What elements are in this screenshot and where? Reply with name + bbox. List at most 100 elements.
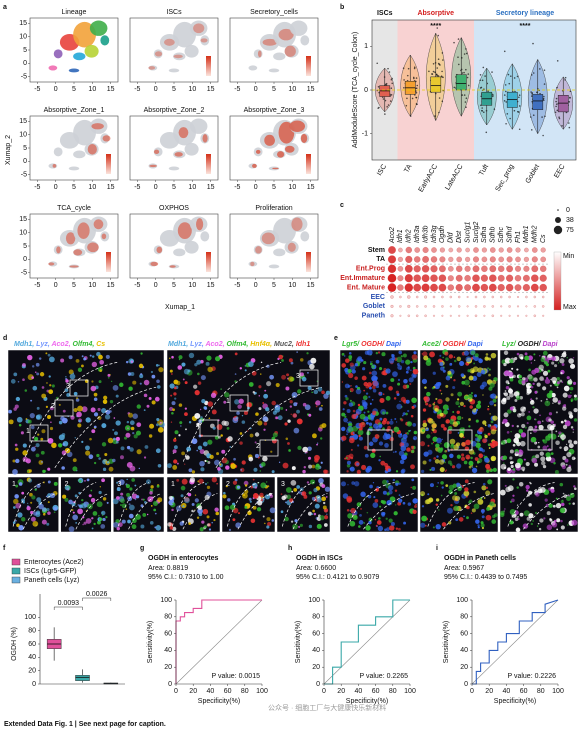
- signal: [510, 464, 514, 469]
- jitter-dot: [437, 34, 440, 37]
- signal: [398, 498, 403, 503]
- signal: [517, 449, 524, 456]
- dot: [455, 284, 463, 292]
- signal: [86, 478, 90, 482]
- dot: [531, 274, 539, 282]
- signal: [343, 401, 347, 405]
- signal: [524, 352, 528, 356]
- signal: [277, 415, 283, 421]
- signal: [365, 392, 369, 395]
- signal: [372, 385, 376, 390]
- jitter-dot: [479, 74, 482, 76]
- signal: [473, 362, 476, 365]
- signal: [534, 462, 539, 467]
- signal: [528, 368, 531, 372]
- signal: [482, 420, 487, 425]
- dot: [473, 256, 479, 263]
- signal: [465, 356, 472, 363]
- cell-cluster: [289, 216, 308, 232]
- signal: [375, 487, 379, 492]
- signal: [150, 485, 154, 489]
- signal: [319, 424, 324, 429]
- jitter-dot: [415, 91, 418, 94]
- signal: [248, 382, 254, 387]
- score-overlay: [169, 265, 176, 268]
- signal: [225, 485, 228, 488]
- stain-name: Lgr5/: [342, 341, 361, 348]
- x-tick-label: 0: [470, 688, 474, 695]
- signal: [346, 433, 348, 436]
- signal: [115, 440, 119, 444]
- signal: [112, 428, 115, 431]
- signal: [435, 498, 440, 502]
- row-label: Ent. Mature: [347, 284, 385, 291]
- signal: [239, 367, 243, 370]
- signal: [539, 354, 541, 357]
- signal: [501, 422, 504, 424]
- dot: [465, 247, 470, 253]
- signal: [93, 522, 96, 526]
- signal: [146, 513, 149, 516]
- signal: [573, 418, 578, 422]
- x-tick-label: 0: [54, 184, 58, 191]
- signal: [484, 433, 486, 436]
- signal: [311, 513, 314, 516]
- signal: [534, 511, 538, 515]
- signal: [493, 513, 498, 517]
- signal: [410, 360, 413, 364]
- signal: [463, 460, 468, 465]
- signal: [155, 525, 162, 531]
- dot: [491, 295, 494, 299]
- signal: [467, 398, 470, 401]
- x-tick-label: 20: [485, 688, 493, 695]
- x-tick-label: 0: [254, 86, 258, 93]
- signal: [316, 523, 322, 529]
- y-tick-label: 80: [460, 614, 468, 621]
- inset-number: 1: [26, 428, 30, 435]
- cell-cluster: [284, 240, 299, 254]
- signal: [297, 389, 302, 394]
- signal: [351, 481, 355, 485]
- signal: [441, 438, 443, 441]
- p-value: P value: 0.2226: [507, 673, 556, 680]
- signal: [392, 451, 395, 454]
- cell-cluster: [153, 49, 163, 59]
- jitter-dot: [518, 128, 521, 131]
- gene-label: Dlst: [456, 230, 463, 243]
- cell-cluster: [289, 20, 308, 36]
- signal: [206, 355, 212, 361]
- jitter-dot: [564, 76, 567, 79]
- signal: [560, 519, 563, 523]
- dot: [422, 256, 429, 263]
- signal: [271, 519, 275, 522]
- signal: [325, 495, 328, 498]
- signal: [516, 441, 521, 447]
- signal: [157, 497, 163, 503]
- signal: [555, 497, 558, 500]
- plot-title: Absorptive_Zone_3: [244, 107, 305, 114]
- signal: [489, 424, 492, 427]
- signal: [405, 399, 410, 404]
- x-tick-label: 15: [207, 86, 215, 93]
- caption: Extended Data Fig. 1 | See next page for…: [4, 721, 166, 728]
- dot: [431, 247, 437, 253]
- colorbar-label: Min: [563, 253, 574, 260]
- signal: [395, 504, 397, 506]
- score-overlay: [178, 127, 189, 139]
- signal: [394, 450, 397, 453]
- cell-cluster: [184, 142, 199, 156]
- inset-box: [367, 429, 393, 451]
- signal: [266, 364, 270, 368]
- signal: [318, 477, 324, 484]
- signal: [556, 518, 561, 523]
- signal: [129, 420, 135, 426]
- signal: [26, 502, 29, 505]
- cell-cluster: [253, 245, 263, 255]
- signal: [412, 498, 418, 504]
- signal: [420, 491, 426, 497]
- signal: [568, 439, 573, 444]
- signal: [381, 352, 386, 357]
- signal: [174, 437, 177, 440]
- signal: [130, 426, 135, 431]
- signal: [371, 370, 378, 377]
